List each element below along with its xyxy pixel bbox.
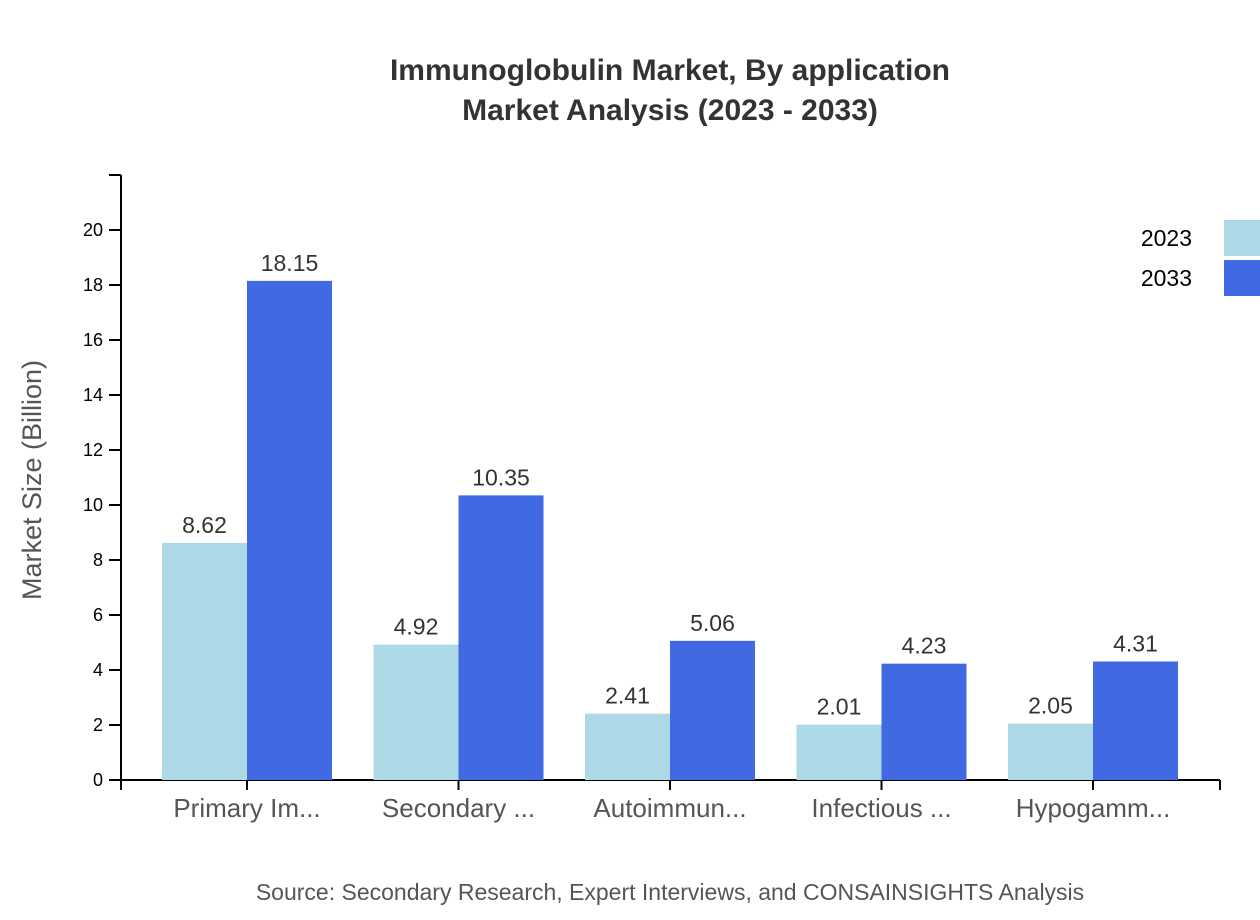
y-tick-label: 12 <box>83 440 103 460</box>
bar-value-label: 18.15 <box>261 250 319 276</box>
legend-label: 2023 <box>1141 225 1192 251</box>
bar-2033 <box>881 663 967 780</box>
legend-swatch <box>1224 260 1260 296</box>
bar-value-label: 10.35 <box>472 464 530 490</box>
bar-value-label: 2.05 <box>1028 693 1073 719</box>
y-tick-label: 2 <box>93 715 103 735</box>
bar-2023 <box>585 713 670 780</box>
y-tick-label: 18 <box>83 275 103 295</box>
bar-2033 <box>458 495 544 780</box>
y-tick-label: 14 <box>83 385 103 405</box>
bar-value-label: 2.41 <box>605 683 650 709</box>
chart-subtitle: Market Analysis (2023 - 2033) <box>462 94 878 127</box>
y-tick-label: 6 <box>93 605 103 625</box>
bar-2033 <box>670 640 755 780</box>
legend-label: 2033 <box>1141 265 1192 291</box>
legend-swatch <box>1224 220 1260 256</box>
bar-value-label: 4.92 <box>394 614 439 640</box>
bar-2023 <box>796 724 882 780</box>
x-tick-label: Infectious ... <box>811 793 951 823</box>
y-tick-label: 20 <box>83 220 103 240</box>
x-tick-label: Autoimmun... <box>593 793 746 823</box>
bar-value-label: 8.62 <box>182 512 227 538</box>
bar-value-label: 4.31 <box>1113 630 1158 656</box>
y-axis-label: Market Size (Billion) <box>17 360 47 600</box>
bar-2023 <box>373 644 459 780</box>
y-tick-label: 0 <box>93 770 103 790</box>
source-note: Source: Secondary Research, Expert Inter… <box>256 879 1084 905</box>
bar-2023 <box>162 542 247 780</box>
y-tick-label: 10 <box>83 495 103 515</box>
y-tick-label: 4 <box>93 660 103 680</box>
chart-title: Immunoglobulin Market, By application <box>390 54 950 87</box>
bar-value-label: 4.23 <box>902 633 947 659</box>
x-tick-label: Secondary ... <box>382 793 535 823</box>
bar-2023 <box>1008 723 1093 780</box>
x-tick-label: Hypogamm... <box>1016 793 1171 823</box>
x-tick-label: Primary Im... <box>173 793 320 823</box>
bar-2033 <box>247 280 332 780</box>
y-tick-label: 16 <box>83 330 103 350</box>
bar-value-label: 2.01 <box>817 694 862 720</box>
bar-2033 <box>1093 661 1178 780</box>
y-tick-label: 8 <box>93 550 103 570</box>
bar-value-label: 5.06 <box>690 610 735 636</box>
